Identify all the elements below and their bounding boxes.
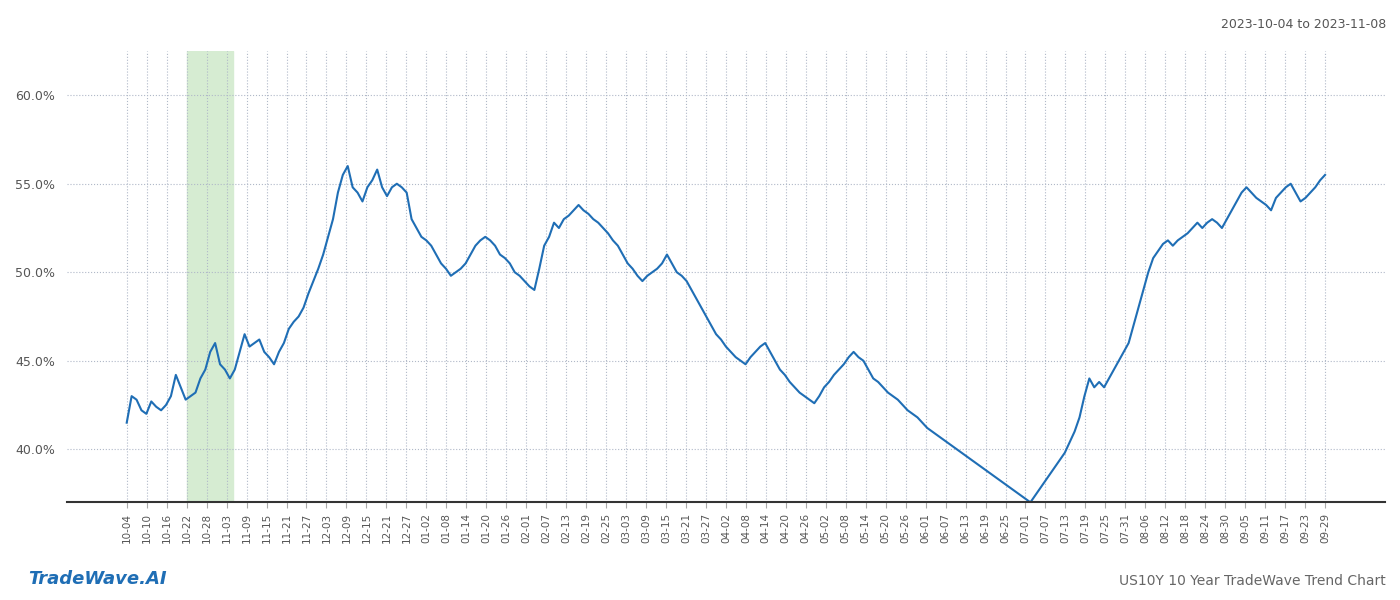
Bar [186,51,232,502]
Text: TradeWave.AI: TradeWave.AI [28,570,167,588]
Text: 2023-10-04 to 2023-11-08: 2023-10-04 to 2023-11-08 [1221,18,1386,31]
Text: US10Y 10 Year TradeWave Trend Chart: US10Y 10 Year TradeWave Trend Chart [1119,574,1386,588]
